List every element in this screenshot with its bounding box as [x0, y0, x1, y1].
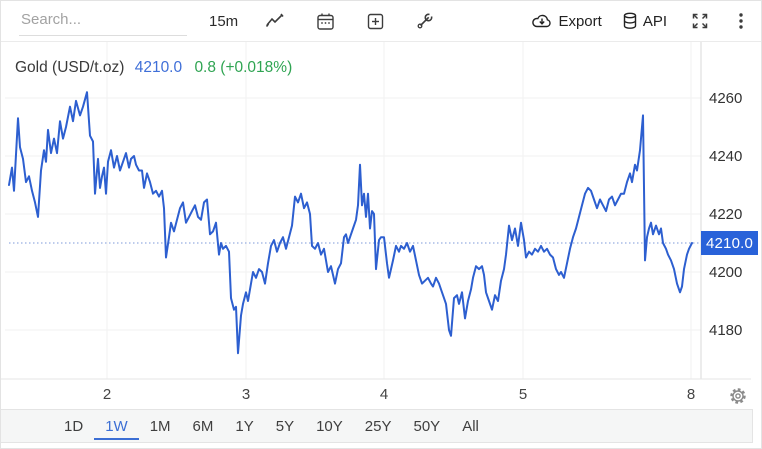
y-tick-label: 4220	[709, 206, 742, 223]
toolbar: 15m	[1, 1, 761, 42]
timeframe-50y[interactable]: 50Y	[413, 417, 441, 435]
export-button[interactable]: Export	[531, 12, 602, 30]
series-line	[8, 91, 693, 355]
timeframe-1d[interactable]: 1D	[64, 417, 84, 435]
x-tick-label: 5	[519, 386, 527, 403]
line-chart-icon[interactable]	[262, 8, 288, 34]
export-label: Export	[558, 12, 602, 30]
tools-icon[interactable]	[412, 8, 438, 34]
add-panel-icon[interactable]	[362, 8, 388, 34]
timeframe-10y[interactable]: 10Y	[316, 417, 343, 435]
api-button[interactable]: API	[622, 12, 667, 30]
database-icon	[623, 12, 637, 29]
x-tick-label: 2	[103, 386, 111, 403]
timeframe-1w[interactable]: 1W	[94, 413, 139, 440]
timeframe-1y[interactable]: 1Y	[235, 417, 254, 435]
cloud-download-icon	[532, 14, 552, 28]
timeframe-5y[interactable]: 5Y	[275, 417, 295, 435]
timeframe-25y[interactable]: 25Y	[364, 417, 392, 435]
chart-legend: Gold (USD/t.oz) 4210.0 0.8 (+0.018%)	[15, 59, 292, 77]
timeframe-6m[interactable]: 6M	[192, 417, 214, 435]
search-input[interactable]	[19, 6, 187, 36]
gear-icon[interactable]	[727, 385, 749, 407]
kebab-menu-icon[interactable]	[733, 8, 749, 34]
last-price-axis-badge: 4210.0	[701, 231, 758, 255]
instrument-name: Gold (USD/t.oz)	[15, 59, 125, 76]
interval-selector[interactable]: 15m	[209, 12, 239, 30]
timeframe-1m[interactable]: 1M	[149, 417, 171, 435]
y-tick-label: 4180	[709, 322, 742, 339]
price-change: 0.8 (+0.018%)	[194, 59, 293, 76]
x-tick-label: 4	[380, 386, 388, 403]
x-tick-label: 3	[242, 386, 250, 403]
y-tick-label: 4200	[709, 264, 742, 281]
fullscreen-icon[interactable]	[687, 8, 713, 34]
chart-plot-area[interactable]	[1, 42, 701, 379]
api-label: API	[642, 12, 667, 30]
timeframe-all[interactable]: All	[462, 417, 479, 435]
last-price: 4210.0	[134, 59, 183, 76]
y-tick-label: 4260	[709, 90, 742, 107]
x-tick-label: 8	[687, 386, 695, 403]
toolbar-right-group: Export API	[531, 8, 749, 34]
timeframe-bar: 1D 1W 1M 6M 1Y 5Y 10Y 25Y 50Y All	[1, 409, 753, 443]
calendar-icon[interactable]	[312, 8, 338, 34]
y-tick-label: 4240	[709, 148, 742, 165]
